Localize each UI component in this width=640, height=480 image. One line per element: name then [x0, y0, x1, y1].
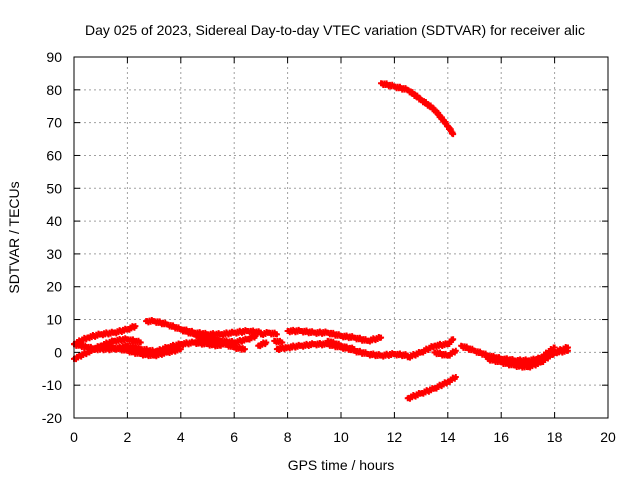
y-tick-label: -10 — [42, 377, 62, 393]
x-tick-label: 10 — [333, 429, 349, 445]
series-arc-1 — [71, 323, 139, 348]
y-tick-label: 10 — [46, 312, 62, 328]
y-tick-label: 70 — [46, 115, 62, 131]
x-tick-label: 20 — [600, 429, 616, 445]
series-arc-16 — [378, 80, 457, 138]
x-tick-label: 8 — [284, 429, 292, 445]
series-arc-10 — [257, 328, 280, 339]
y-axis-title: SDTVAR / TECUs — [6, 181, 22, 293]
data-point — [452, 373, 459, 380]
y-tick-label: 20 — [46, 279, 62, 295]
series-arc-17 — [404, 336, 457, 361]
data-point — [450, 131, 457, 138]
series-arc-22 — [484, 344, 558, 368]
data-point — [452, 347, 459, 354]
x-tick-label: 18 — [547, 429, 563, 445]
series-arc-18 — [404, 373, 459, 402]
data-point — [241, 346, 248, 353]
x-tick-label: 16 — [493, 429, 509, 445]
y-tick-label: 0 — [54, 344, 62, 360]
x-tick-label: 4 — [177, 429, 185, 445]
y-tick-label: 60 — [46, 147, 62, 163]
x-tick-label: 14 — [440, 429, 456, 445]
data-point — [137, 339, 144, 346]
data-point — [132, 323, 139, 330]
data-points — [71, 80, 571, 402]
x-tick-label: 6 — [230, 429, 238, 445]
y-tick-label: 50 — [46, 180, 62, 196]
y-tick-label: -20 — [42, 410, 62, 426]
axis-ticks: 0 2 4 6 8 10 12 14 16 18 20 -20 -10 0 10 20 30 40 50 60 70 80… — [42, 49, 616, 445]
data-point — [273, 331, 280, 338]
data-point — [450, 336, 457, 343]
x-tick-label: 12 — [387, 429, 403, 445]
series-arc-15 — [324, 337, 411, 360]
data-point — [252, 332, 259, 339]
y-tick-label: 80 — [46, 82, 62, 98]
series-arc-13 — [284, 326, 385, 345]
data-point — [564, 347, 571, 354]
grid-lines — [74, 57, 608, 418]
y-tick-label: 90 — [46, 49, 62, 65]
data-point — [378, 334, 385, 341]
x-tick-label: 2 — [124, 429, 132, 445]
series-arc-9 — [204, 334, 248, 353]
chart-title: Day 025 of 2023, Sidereal Day-to-day VTE… — [85, 22, 585, 38]
series-arc-7 — [177, 326, 264, 339]
x-tick-label: 0 — [70, 429, 78, 445]
y-tick-label: 30 — [46, 246, 62, 262]
data-point — [551, 344, 558, 351]
x-axis-title: GPS time / hours — [288, 457, 395, 473]
series-arc-19 — [431, 347, 459, 359]
data-point — [263, 339, 270, 346]
series-arc-11 — [255, 339, 270, 350]
y-tick-label: 40 — [46, 213, 62, 229]
